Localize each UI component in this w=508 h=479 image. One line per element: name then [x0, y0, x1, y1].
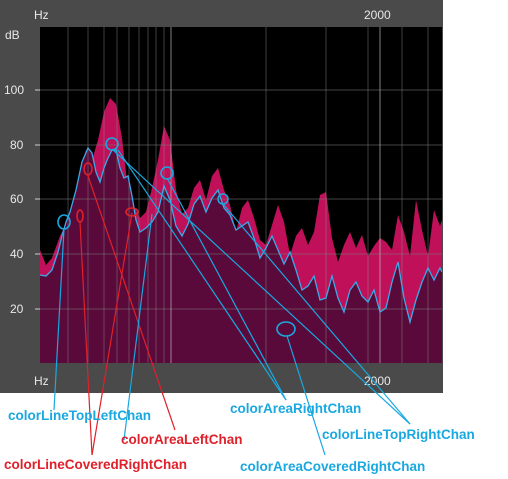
top-tick-label: 2000 [364, 8, 391, 22]
y-tick-20: 20 [10, 302, 24, 316]
leader-line-covered-right-a [79, 221, 93, 456]
leader-line-top-right-b [222, 203, 411, 425]
leader-line-top-left [53, 228, 65, 411]
leader-line-area-right-b [166, 177, 287, 401]
marker-line-covered-right-1 [76, 209, 84, 223]
callout-line-top-right: colorLineTopRightChan [322, 427, 475, 442]
leader-line-area-right-a [117, 149, 287, 401]
marker-line-top-left [57, 214, 71, 230]
leader-line-covered-right-b [91, 212, 133, 456]
leader-line-covered-right-c [123, 213, 153, 441]
callout-area-left: colorAreaLeftChan [121, 432, 243, 447]
callout-area-right: colorAreaRightChan [230, 401, 362, 416]
leader-line-top-right-a [111, 148, 411, 425]
marker-line-covered-right-2 [125, 207, 139, 217]
callout-line-top-left: colorLineTopLeftChan [8, 408, 151, 423]
leader-line-area-covered-right [286, 335, 326, 456]
callout-area-covered-right: colorAreaCoveredRightChan [240, 459, 426, 474]
leader-line-area-left [87, 175, 176, 431]
marker-line-top-right-2 [217, 193, 229, 205]
marker-area-left [83, 162, 93, 176]
marker-line-top-right-1 [105, 137, 119, 151]
right-channel-line [40, 146, 442, 325]
y-tick-60: 60 [10, 192, 24, 206]
callout-line-covered-right: colorLineCoveredRightChan [4, 457, 188, 472]
bottom-unit-label: Hz [34, 374, 49, 388]
y-tick-80: 80 [10, 138, 24, 152]
y-tick-40: 40 [10, 247, 24, 261]
y-unit-label: dB [5, 28, 20, 42]
grid [40, 89, 442, 310]
y-tick-100: 100 [4, 83, 24, 97]
marker-area-covered-right [276, 321, 296, 337]
top-unit-label: Hz [34, 8, 49, 22]
marker-area-right [160, 166, 174, 180]
